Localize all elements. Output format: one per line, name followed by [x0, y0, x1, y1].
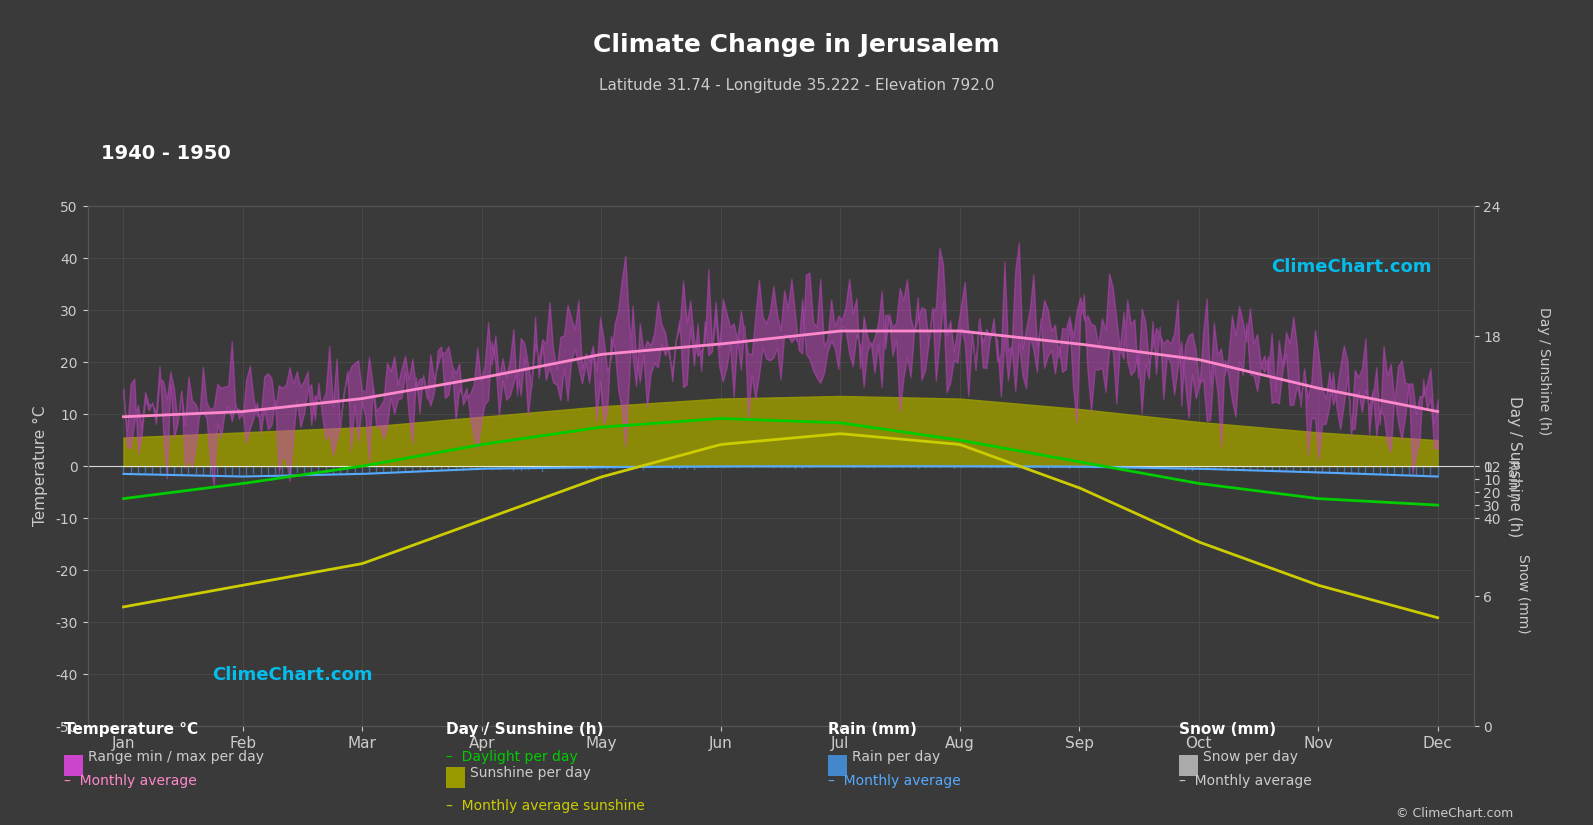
Text: Rain per day: Rain per day — [852, 750, 940, 764]
Text: Temperature °C: Temperature °C — [64, 722, 198, 738]
Text: Snow per day: Snow per day — [1203, 750, 1298, 764]
Text: Climate Change in Jerusalem: Climate Change in Jerusalem — [593, 33, 1000, 57]
Text: Rain /: Rain / — [1505, 459, 1520, 498]
Text: –  Monthly average: – Monthly average — [828, 775, 961, 789]
Text: Rain (mm): Rain (mm) — [828, 722, 918, 738]
Text: –  Daylight per day: – Daylight per day — [446, 750, 578, 764]
Text: 1940 - 1950: 1940 - 1950 — [102, 144, 231, 163]
Text: Day / Sunshine (h): Day / Sunshine (h) — [446, 722, 604, 738]
Text: © ClimeChart.com: © ClimeChart.com — [1395, 807, 1513, 820]
Text: Snow (mm): Snow (mm) — [1179, 722, 1276, 738]
Text: Range min / max per day: Range min / max per day — [88, 750, 263, 764]
Text: Latitude 31.74 - Longitude 35.222 - Elevation 792.0: Latitude 31.74 - Longitude 35.222 - Elev… — [599, 78, 994, 93]
Y-axis label: Temperature °C: Temperature °C — [33, 406, 48, 526]
Text: Day / Sunshine (h): Day / Sunshine (h) — [1537, 307, 1550, 436]
Text: Snow (mm): Snow (mm) — [1517, 554, 1531, 634]
Text: Sunshine per day: Sunshine per day — [470, 766, 591, 780]
Text: –  Monthly average: – Monthly average — [1179, 775, 1311, 789]
Text: ClimeChart.com: ClimeChart.com — [212, 667, 373, 685]
Text: –  Monthly average sunshine: – Monthly average sunshine — [446, 799, 645, 813]
Y-axis label: Day / Sunshine (h): Day / Sunshine (h) — [1507, 395, 1521, 537]
Text: –  Monthly average: – Monthly average — [64, 775, 196, 789]
Text: ClimeChart.com: ClimeChart.com — [1271, 258, 1432, 276]
